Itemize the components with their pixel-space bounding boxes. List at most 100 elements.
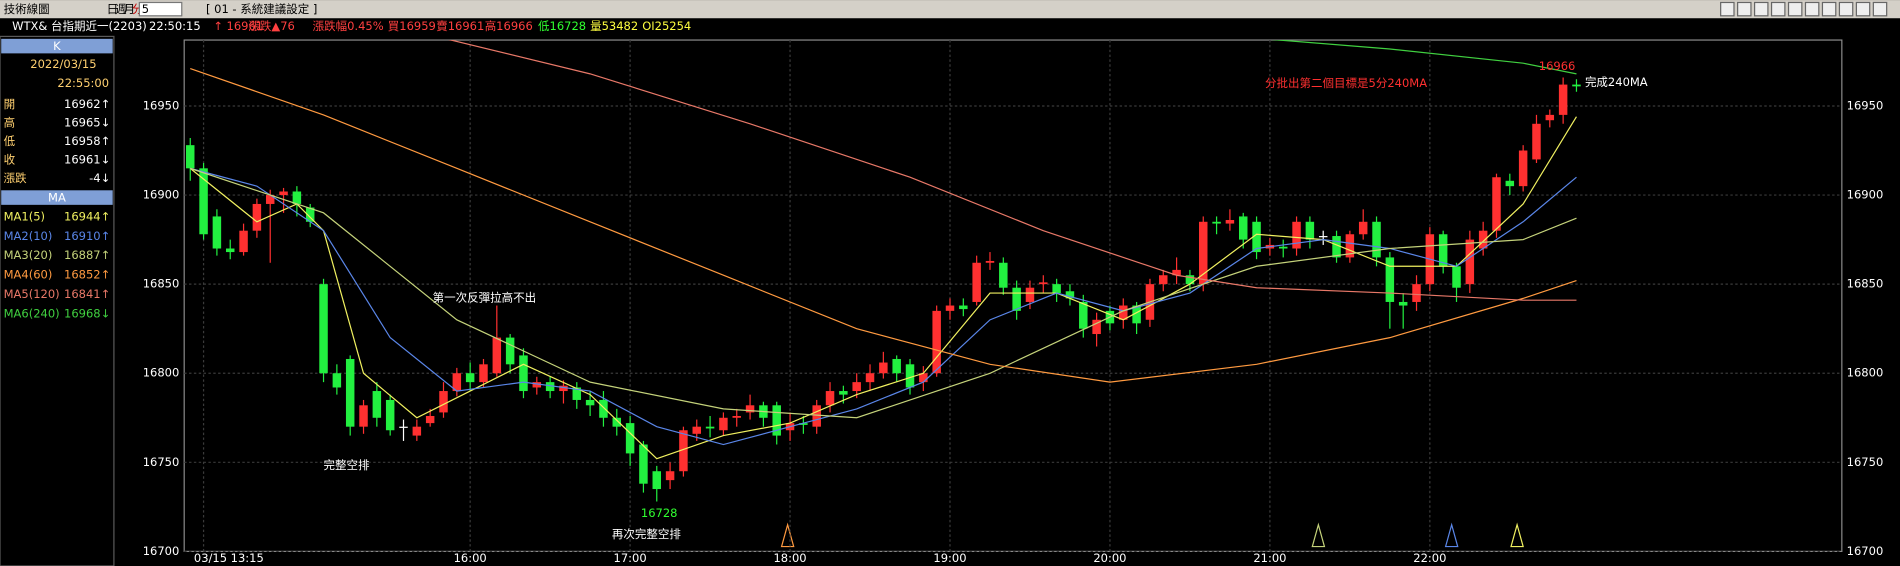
icon-button[interactable]: [1838, 1, 1854, 17]
candle-body: [1278, 246, 1288, 249]
candle: [1052, 278, 1061, 302]
quote-item: 22:50:15: [149, 19, 201, 33]
candle: [279, 187, 288, 213]
candle: [639, 440, 648, 493]
candle: [1212, 216, 1221, 235]
y-tick-label-right: 16950: [1847, 98, 1884, 112]
annotation: 再次完整空排: [612, 527, 681, 541]
candle-body: [186, 145, 195, 169]
icon-button[interactable]: [1753, 1, 1769, 17]
candle: [545, 376, 555, 399]
legend-name[interactable]: MA3(20): [4, 248, 53, 262]
candle-body: [1465, 239, 1475, 285]
candle: [999, 257, 1008, 295]
candle-body: [359, 405, 368, 427]
icon-button[interactable]: [1872, 1, 1888, 17]
ma-line: [1271, 40, 1577, 75]
candle-body: [1478, 230, 1488, 249]
candle-body: [532, 382, 542, 388]
legend-name[interactable]: MA5(120): [4, 287, 60, 301]
signal-triangle: [1311, 522, 1326, 548]
candle: [1452, 262, 1461, 302]
candle: [186, 138, 195, 181]
x-tick-label: 16:00: [454, 551, 487, 565]
ma-line: [448, 40, 1577, 301]
candle: [985, 252, 995, 270]
y-tick-label: 16800: [143, 366, 180, 380]
quote-item: 漲跌幅0.45%: [313, 19, 384, 33]
candle: [1478, 221, 1488, 256]
candle: [905, 358, 915, 395]
legend-name[interactable]: MA4(60): [4, 268, 53, 282]
candle: [1358, 209, 1368, 240]
candle: [599, 391, 608, 427]
candle-body: [705, 426, 715, 429]
candle-body: [479, 364, 488, 383]
candle: [292, 186, 302, 217]
candle-body: [1558, 84, 1568, 115]
candle: [572, 382, 582, 409]
icon-button[interactable]: [1737, 1, 1752, 17]
y-tick-label: 16950: [143, 98, 180, 112]
icon-button[interactable]: [1855, 1, 1871, 17]
candle-body: [1518, 150, 1528, 187]
k-time: 22:55:00: [57, 76, 109, 90]
candle-body: [825, 391, 835, 406]
candle: [1398, 293, 1408, 329]
high-label: 16966: [1539, 59, 1576, 73]
ma-line: [190, 167, 1577, 419]
candle: [679, 426, 688, 477]
candle: [479, 358, 488, 388]
candle-body: [625, 423, 635, 454]
candle-body: [665, 471, 675, 481]
legend-value: 16852↑: [64, 268, 110, 282]
candle-body: [1452, 266, 1461, 288]
icon-button[interactable]: [1804, 1, 1820, 17]
legend-name[interactable]: MA1(5): [4, 209, 45, 223]
side-panel: [0, 35, 115, 566]
candle-body: [1052, 284, 1061, 294]
candle: [745, 394, 755, 420]
k-row-label: 漲跌: [4, 171, 27, 185]
panel-header-text: MA: [48, 191, 66, 205]
candle: [812, 399, 821, 434]
signal-triangle: [1444, 522, 1459, 548]
legend-name[interactable]: MA2(10): [4, 229, 53, 243]
y-tick-label: 16900: [143, 188, 180, 202]
panel-header: [1, 190, 113, 205]
candle: [439, 382, 448, 418]
ma-line: [189, 116, 1577, 460]
period-button[interactable]: 週: [115, 2, 127, 16]
k-row-label: 收: [4, 152, 16, 166]
candle: [1305, 216, 1315, 249]
candle-body: [839, 391, 848, 395]
period-button[interactable]: 月: [124, 2, 136, 16]
icon-button[interactable]: [1770, 1, 1786, 17]
candle: [865, 364, 875, 392]
toolbar-icons: [1720, 1, 1888, 17]
legend-name[interactable]: MA6(240): [4, 306, 60, 320]
candle-body: [719, 417, 728, 431]
period-button[interactable]: 日: [107, 2, 119, 16]
interval-value[interactable]: 5: [142, 2, 149, 16]
candle-body: [1385, 257, 1395, 302]
candle-body: [279, 191, 288, 196]
candle: [359, 399, 368, 434]
candle-body: [1318, 236, 1328, 238]
candle-body: [799, 423, 808, 425]
candle-body: [452, 373, 462, 392]
candle: [1185, 269, 1195, 292]
icon-button[interactable]: [1787, 1, 1803, 17]
setting-label[interactable]: [ 01 - 系統建議設定 ]: [206, 2, 317, 16]
candle-body: [559, 385, 568, 392]
candle: [1119, 298, 1128, 329]
y-tick-label-right: 16800: [1847, 366, 1884, 380]
candle-body: [612, 417, 622, 427]
icon-button[interactable]: [1821, 1, 1837, 17]
candle-body: [1065, 291, 1075, 299]
interval-box[interactable]: [138, 1, 183, 17]
y-tick-label-right: 16700: [1847, 544, 1884, 558]
icon-button[interactable]: [1720, 1, 1735, 17]
candle: [1278, 239, 1288, 258]
candle-body: [585, 399, 595, 406]
